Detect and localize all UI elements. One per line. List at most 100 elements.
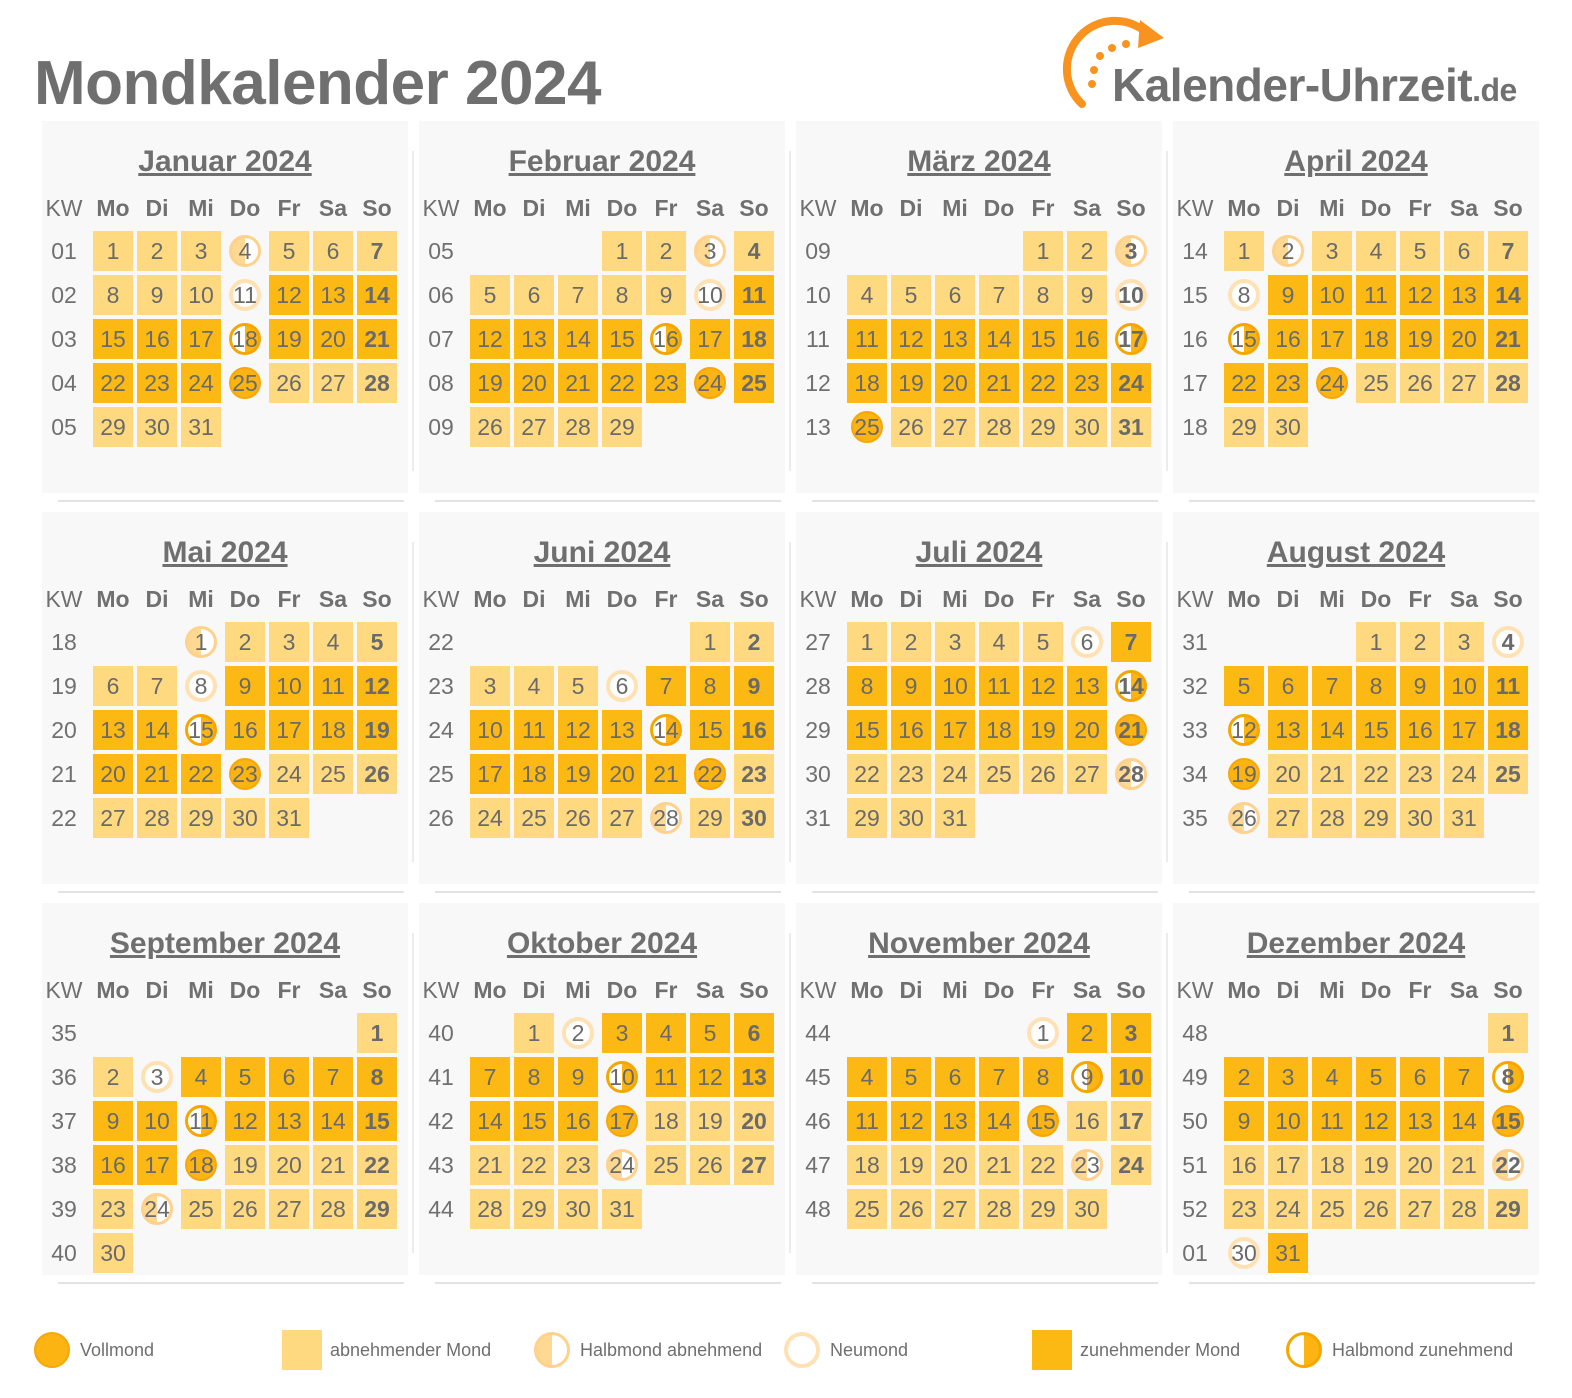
day-cell[interactable]: 31 <box>1444 798 1484 838</box>
day-cell[interactable]: 30 <box>1067 1189 1107 1229</box>
day-cell[interactable]: 5 <box>690 1013 730 1053</box>
day-cell[interactable]: 21 <box>470 1145 510 1185</box>
day-cell[interactable]: 1 <box>1023 231 1063 271</box>
day-cell[interactable]: 27 <box>1067 754 1107 794</box>
day-cell[interactable]: 30 <box>1400 798 1440 838</box>
day-cell[interactable]: 25 <box>847 407 887 447</box>
day-cell[interactable]: 25 <box>1312 1189 1352 1229</box>
day-cell[interactable]: 12 <box>1356 1101 1396 1141</box>
day-cell[interactable]: 23 <box>646 363 686 403</box>
day-cell[interactable]: 19 <box>1356 1145 1396 1185</box>
day-cell[interactable]: 28 <box>1488 363 1528 403</box>
day-cell[interactable]: 15 <box>602 319 642 359</box>
day-cell[interactable]: 11 <box>1488 666 1528 706</box>
day-cell[interactable]: 23 <box>734 754 774 794</box>
day-cell[interactable]: 1 <box>1023 1013 1063 1053</box>
day-cell[interactable]: 14 <box>979 1101 1019 1141</box>
day-cell[interactable]: 29 <box>181 798 221 838</box>
day-cell[interactable]: 20 <box>514 363 554 403</box>
day-cell[interactable]: 14 <box>137 710 177 750</box>
day-cell[interactable]: 14 <box>1111 666 1151 706</box>
day-cell[interactable]: 26 <box>357 754 397 794</box>
day-cell[interactable]: 5 <box>1400 231 1440 271</box>
day-cell[interactable]: 26 <box>1224 798 1264 838</box>
day-cell[interactable]: 21 <box>979 1145 1019 1185</box>
day-cell[interactable]: 28 <box>1444 1189 1484 1229</box>
day-cell[interactable]: 8 <box>602 275 642 315</box>
day-cell[interactable]: 27 <box>602 798 642 838</box>
day-cell[interactable]: 9 <box>646 275 686 315</box>
day-cell[interactable]: 6 <box>1067 622 1107 662</box>
day-cell[interactable]: 5 <box>1224 666 1264 706</box>
day-cell[interactable]: 21 <box>357 319 397 359</box>
day-cell[interactable]: 5 <box>470 275 510 315</box>
day-cell[interactable]: 26 <box>891 1189 931 1229</box>
day-cell[interactable]: 12 <box>690 1057 730 1097</box>
day-cell[interactable]: 18 <box>181 1145 221 1185</box>
day-cell[interactable]: 21 <box>313 1145 353 1185</box>
day-cell[interactable]: 25 <box>847 1189 887 1229</box>
day-cell[interactable]: 3 <box>1268 1057 1308 1097</box>
day-cell[interactable]: 15 <box>1023 319 1063 359</box>
day-cell[interactable]: 16 <box>1067 1101 1107 1141</box>
day-cell[interactable]: 20 <box>935 363 975 403</box>
day-cell[interactable]: 28 <box>1312 798 1352 838</box>
day-cell[interactable]: 6 <box>734 1013 774 1053</box>
day-cell[interactable]: 15 <box>1488 1101 1528 1141</box>
day-cell[interactable]: 25 <box>1488 754 1528 794</box>
day-cell[interactable]: 15 <box>1023 1101 1063 1141</box>
day-cell[interactable]: 12 <box>891 1101 931 1141</box>
day-cell[interactable]: 13 <box>734 1057 774 1097</box>
day-cell[interactable]: 14 <box>313 1101 353 1141</box>
day-cell[interactable]: 9 <box>93 1101 133 1141</box>
day-cell[interactable]: 4 <box>646 1013 686 1053</box>
day-cell[interactable]: 12 <box>357 666 397 706</box>
day-cell[interactable]: 2 <box>1224 1057 1264 1097</box>
day-cell[interactable]: 26 <box>470 407 510 447</box>
day-cell[interactable]: 18 <box>225 319 265 359</box>
day-cell[interactable]: 30 <box>558 1189 598 1229</box>
day-cell[interactable]: 19 <box>558 754 598 794</box>
day-cell[interactable]: 24 <box>1444 754 1484 794</box>
day-cell[interactable]: 10 <box>181 275 221 315</box>
day-cell[interactable]: 6 <box>1268 666 1308 706</box>
day-cell[interactable]: 3 <box>1111 1013 1151 1053</box>
day-cell[interactable]: 8 <box>181 666 221 706</box>
day-cell[interactable]: 19 <box>891 1145 931 1185</box>
day-cell[interactable]: 21 <box>1488 319 1528 359</box>
day-cell[interactable]: 18 <box>847 1145 887 1185</box>
day-cell[interactable]: 23 <box>93 1189 133 1229</box>
day-cell[interactable]: 27 <box>935 407 975 447</box>
day-cell[interactable]: 13 <box>1268 710 1308 750</box>
day-cell[interactable]: 15 <box>181 710 221 750</box>
day-cell[interactable]: 18 <box>979 710 1019 750</box>
day-cell[interactable]: 12 <box>891 319 931 359</box>
day-cell[interactable]: 28 <box>979 1189 1019 1229</box>
day-cell[interactable]: 7 <box>357 231 397 271</box>
day-cell[interactable]: 2 <box>558 1013 598 1053</box>
day-cell[interactable]: 14 <box>1444 1101 1484 1141</box>
day-cell[interactable]: 13 <box>935 319 975 359</box>
day-cell[interactable]: 24 <box>1111 363 1151 403</box>
day-cell[interactable]: 11 <box>847 319 887 359</box>
day-cell[interactable]: 19 <box>1023 710 1063 750</box>
day-cell[interactable]: 4 <box>225 231 265 271</box>
day-cell[interactable]: 23 <box>137 363 177 403</box>
day-cell[interactable]: 24 <box>1312 363 1352 403</box>
day-cell[interactable]: 8 <box>1023 275 1063 315</box>
day-cell[interactable]: 4 <box>1488 622 1528 662</box>
day-cell[interactable]: 1 <box>357 1013 397 1053</box>
day-cell[interactable]: 17 <box>1111 1101 1151 1141</box>
day-cell[interactable]: 16 <box>1067 319 1107 359</box>
day-cell[interactable]: 17 <box>181 319 221 359</box>
day-cell[interactable]: 29 <box>1356 798 1396 838</box>
day-cell[interactable]: 17 <box>1268 1145 1308 1185</box>
day-cell[interactable]: 13 <box>514 319 554 359</box>
day-cell[interactable]: 15 <box>93 319 133 359</box>
day-cell[interactable]: 23 <box>891 754 931 794</box>
day-cell[interactable]: 4 <box>979 622 1019 662</box>
day-cell[interactable]: 20 <box>1400 1145 1440 1185</box>
day-cell[interactable]: 6 <box>269 1057 309 1097</box>
day-cell[interactable]: 24 <box>602 1145 642 1185</box>
day-cell[interactable]: 22 <box>602 363 642 403</box>
